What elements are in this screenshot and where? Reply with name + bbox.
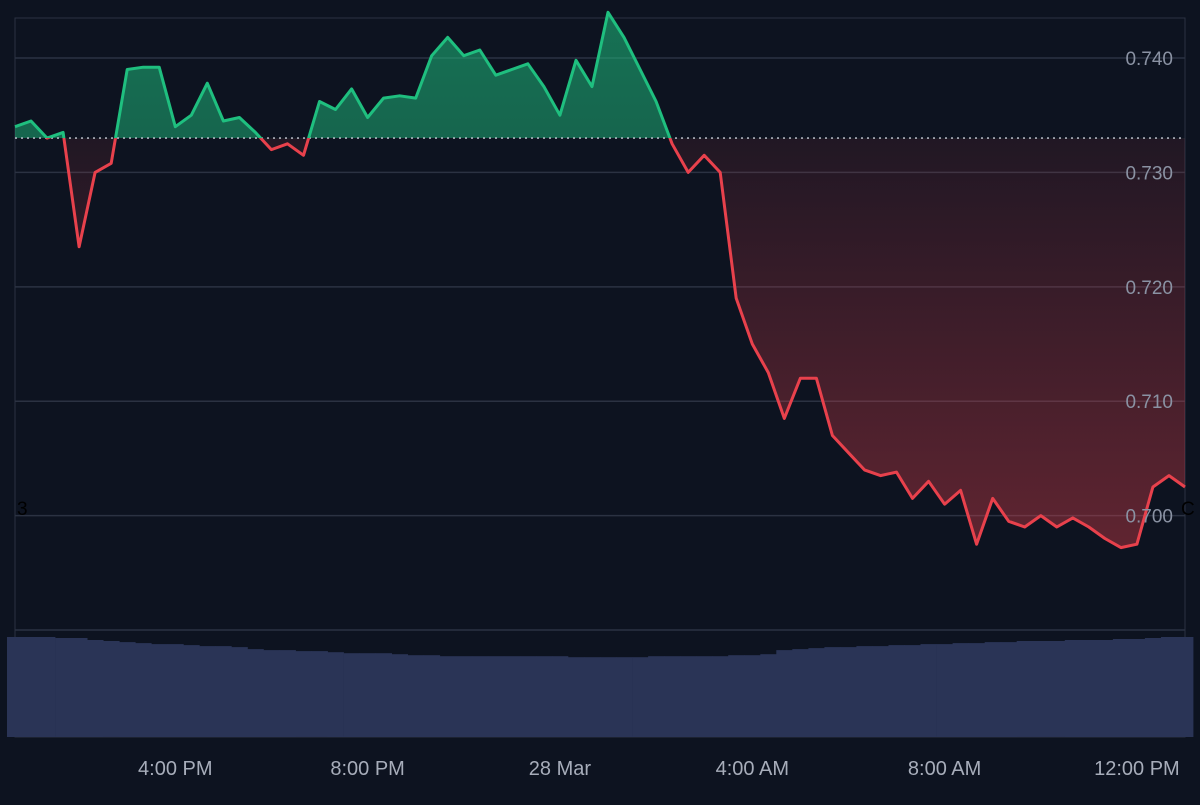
volume-bar bbox=[343, 653, 360, 737]
volume-bar bbox=[471, 656, 489, 737]
volume-bar bbox=[327, 652, 344, 737]
volume-bar bbox=[664, 656, 681, 737]
volume-bar bbox=[808, 648, 825, 737]
y-axis-labels: 0.740 0.730 0.720 0.710 0.700 bbox=[1125, 49, 1173, 528]
volume-bar bbox=[792, 649, 809, 737]
right-edge-label: C bbox=[1181, 499, 1195, 520]
x-tick-label: 8:00 PM bbox=[330, 758, 404, 780]
volume-bar bbox=[423, 655, 441, 737]
volume-bar bbox=[23, 637, 40, 737]
volume-bar bbox=[311, 651, 328, 737]
volume-bar bbox=[231, 647, 248, 737]
volume-bar bbox=[503, 656, 521, 737]
y-tick-label: 0.710 bbox=[1125, 392, 1173, 413]
volume-bar bbox=[55, 638, 72, 737]
volume-bar bbox=[1000, 642, 1018, 737]
volume-bar bbox=[984, 642, 1002, 737]
volume-bar bbox=[167, 644, 184, 737]
volume-bar bbox=[279, 650, 296, 737]
volume-bar bbox=[584, 657, 601, 737]
volume-bar bbox=[952, 643, 969, 737]
volume-bar bbox=[183, 645, 200, 737]
y-tick-label: 0.720 bbox=[1125, 278, 1173, 299]
volume-bar bbox=[1096, 640, 1114, 737]
volume-bar bbox=[712, 656, 729, 737]
volume-bar bbox=[535, 656, 553, 737]
volume-bar bbox=[936, 644, 953, 737]
volume-bar bbox=[968, 643, 985, 737]
y-tick-label: 0.740 bbox=[1125, 49, 1173, 70]
volume-bar bbox=[487, 656, 505, 737]
volume-bar bbox=[39, 637, 56, 737]
y-tick-label: 0.700 bbox=[1125, 507, 1173, 528]
x-tick-label: 28 Mar bbox=[529, 758, 592, 780]
volume-bar bbox=[840, 647, 857, 737]
volume-bar bbox=[744, 655, 761, 737]
volume-bar bbox=[776, 650, 793, 737]
x-tick-label: 4:00 PM bbox=[138, 758, 212, 780]
price-line-below bbox=[45, 138, 1186, 550]
volume-bar bbox=[856, 646, 873, 737]
volume-bar bbox=[680, 656, 697, 737]
volume-bar bbox=[1177, 637, 1194, 737]
volume-bar bbox=[872, 646, 889, 737]
y-tick-label: 0.730 bbox=[1125, 163, 1173, 184]
volume-bar bbox=[1128, 639, 1146, 737]
volume-bar bbox=[359, 653, 376, 737]
volume-bar bbox=[1064, 640, 1082, 737]
volume-bar bbox=[439, 656, 457, 737]
volume-bars bbox=[7, 637, 1194, 737]
volume-bar bbox=[904, 645, 921, 737]
volume-bar bbox=[391, 654, 408, 737]
volume-bar bbox=[407, 655, 425, 737]
volume-bar bbox=[71, 638, 88, 737]
volume-bar bbox=[135, 643, 152, 737]
volume-bar bbox=[551, 656, 569, 737]
volume-bar bbox=[375, 653, 392, 737]
volume-bar bbox=[87, 640, 104, 737]
volume-bar bbox=[1016, 641, 1034, 737]
volume-bar bbox=[7, 637, 24, 737]
volume-bar bbox=[1032, 641, 1050, 737]
volume-bar bbox=[696, 656, 713, 737]
volume-bar bbox=[263, 650, 280, 737]
volume-bar bbox=[1161, 637, 1178, 737]
volume-bar bbox=[920, 644, 937, 737]
volume-bar bbox=[1048, 641, 1066, 737]
volume-bar bbox=[199, 646, 216, 737]
volume-bar bbox=[567, 657, 585, 737]
volume-bar bbox=[728, 655, 745, 737]
left-edge-label: 3 bbox=[17, 499, 28, 520]
volume-bar bbox=[103, 641, 120, 737]
area-below-baseline bbox=[63, 138, 1185, 548]
volume-bar bbox=[600, 657, 617, 737]
volume-bar bbox=[455, 656, 473, 737]
x-tick-label: 12:00 PM bbox=[1094, 758, 1180, 780]
volume-bar bbox=[519, 656, 537, 737]
volume-bar bbox=[824, 647, 841, 737]
volume-bar bbox=[295, 651, 312, 737]
volume-bar bbox=[1112, 639, 1130, 737]
volume-bar bbox=[616, 657, 633, 737]
volume-bar bbox=[760, 654, 777, 737]
volume-bar bbox=[1144, 638, 1162, 737]
volume-bar bbox=[151, 644, 168, 737]
volume-bar bbox=[215, 646, 232, 737]
volume-bar bbox=[888, 645, 905, 737]
volume-bar bbox=[648, 656, 665, 737]
volume-bar bbox=[1080, 640, 1098, 737]
price-line-above bbox=[14, 10, 672, 139]
area-above-baseline bbox=[15, 12, 1185, 139]
volume-bar bbox=[247, 649, 264, 737]
x-axis-labels: 4:00 PM 8:00 PM 28 Mar 4:00 AM 8:00 AM 12:00 … bbox=[138, 758, 1180, 780]
x-tick-label: 8:00 AM bbox=[908, 758, 981, 780]
x-tick-label: 4:00 AM bbox=[716, 758, 789, 780]
volume-bar bbox=[119, 642, 136, 737]
volume-bar bbox=[632, 657, 649, 737]
